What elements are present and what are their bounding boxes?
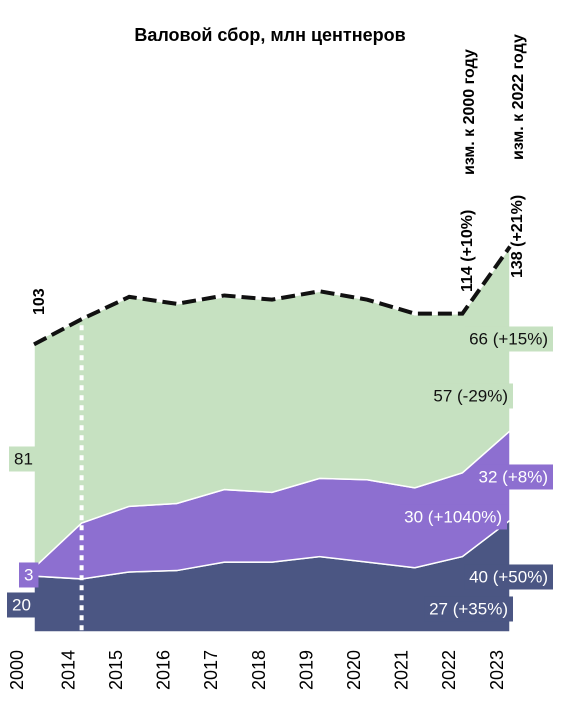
total-label: 103 — [31, 288, 48, 315]
data-label-group: 3 — [19, 562, 39, 588]
data-label: 30 (+1040%) — [404, 507, 502, 526]
data-label: 32 (+8%) — [479, 467, 548, 486]
data-label: 57 (-29%) — [433, 386, 508, 405]
x-tick-label: 2018 — [249, 650, 269, 690]
x-tick-label: 2016 — [154, 650, 174, 690]
x-tick-label: 2023 — [487, 650, 507, 690]
data-label-box — [464, 564, 553, 590]
data-label-box — [9, 446, 38, 472]
data-label: 40 (+50%) — [469, 567, 548, 586]
data-label: 3 — [24, 565, 33, 584]
annotation: изм. к 2022 году — [510, 34, 527, 160]
x-tick-label: 2020 — [344, 650, 364, 690]
x-tick-label: 2022 — [439, 650, 459, 690]
data-label-box — [464, 326, 553, 352]
data-label-box — [19, 562, 39, 588]
data-label-group: 20 — [7, 592, 36, 618]
data-label-group: 40 (+50%) — [464, 564, 553, 590]
x-tick-label: 2019 — [296, 650, 316, 690]
x-tick-label: 2014 — [58, 650, 78, 690]
data-label-box — [399, 504, 507, 530]
data-label-group: 81 — [9, 446, 38, 472]
total-label: 138 (+21%) — [509, 195, 526, 278]
data-label: 81 — [14, 449, 33, 468]
data-label-group: 27 (+35%) — [424, 596, 513, 622]
data-label: 20 — [12, 595, 31, 614]
data-label-box — [424, 596, 513, 622]
data-label-box — [7, 592, 36, 618]
data-label-group: 30 (+1040%) — [399, 504, 507, 530]
x-tick-label: 2015 — [106, 650, 126, 690]
total-line — [33, 245, 512, 347]
x-tick-label: 2021 — [392, 650, 412, 690]
data-label-group: 66 (+15%) — [464, 326, 553, 352]
data-label-group: 32 (+8%) — [473, 464, 553, 490]
annotation: изм. к 2000 году — [461, 49, 478, 175]
x-tick-label: 2000 — [7, 650, 27, 690]
data-label-group: 57 (-29%) — [428, 383, 513, 409]
data-label: 66 (+15%) — [469, 329, 548, 348]
data-label-box — [428, 383, 513, 409]
x-tick-label: 2017 — [201, 650, 221, 690]
areas — [33, 244, 511, 633]
data-label-box — [473, 464, 553, 490]
total-label: 114 (+10%) — [459, 210, 476, 292]
chart-title: Валовой сбор, млн центнеров — [134, 25, 405, 45]
data-label: 27 (+35%) — [429, 599, 508, 618]
